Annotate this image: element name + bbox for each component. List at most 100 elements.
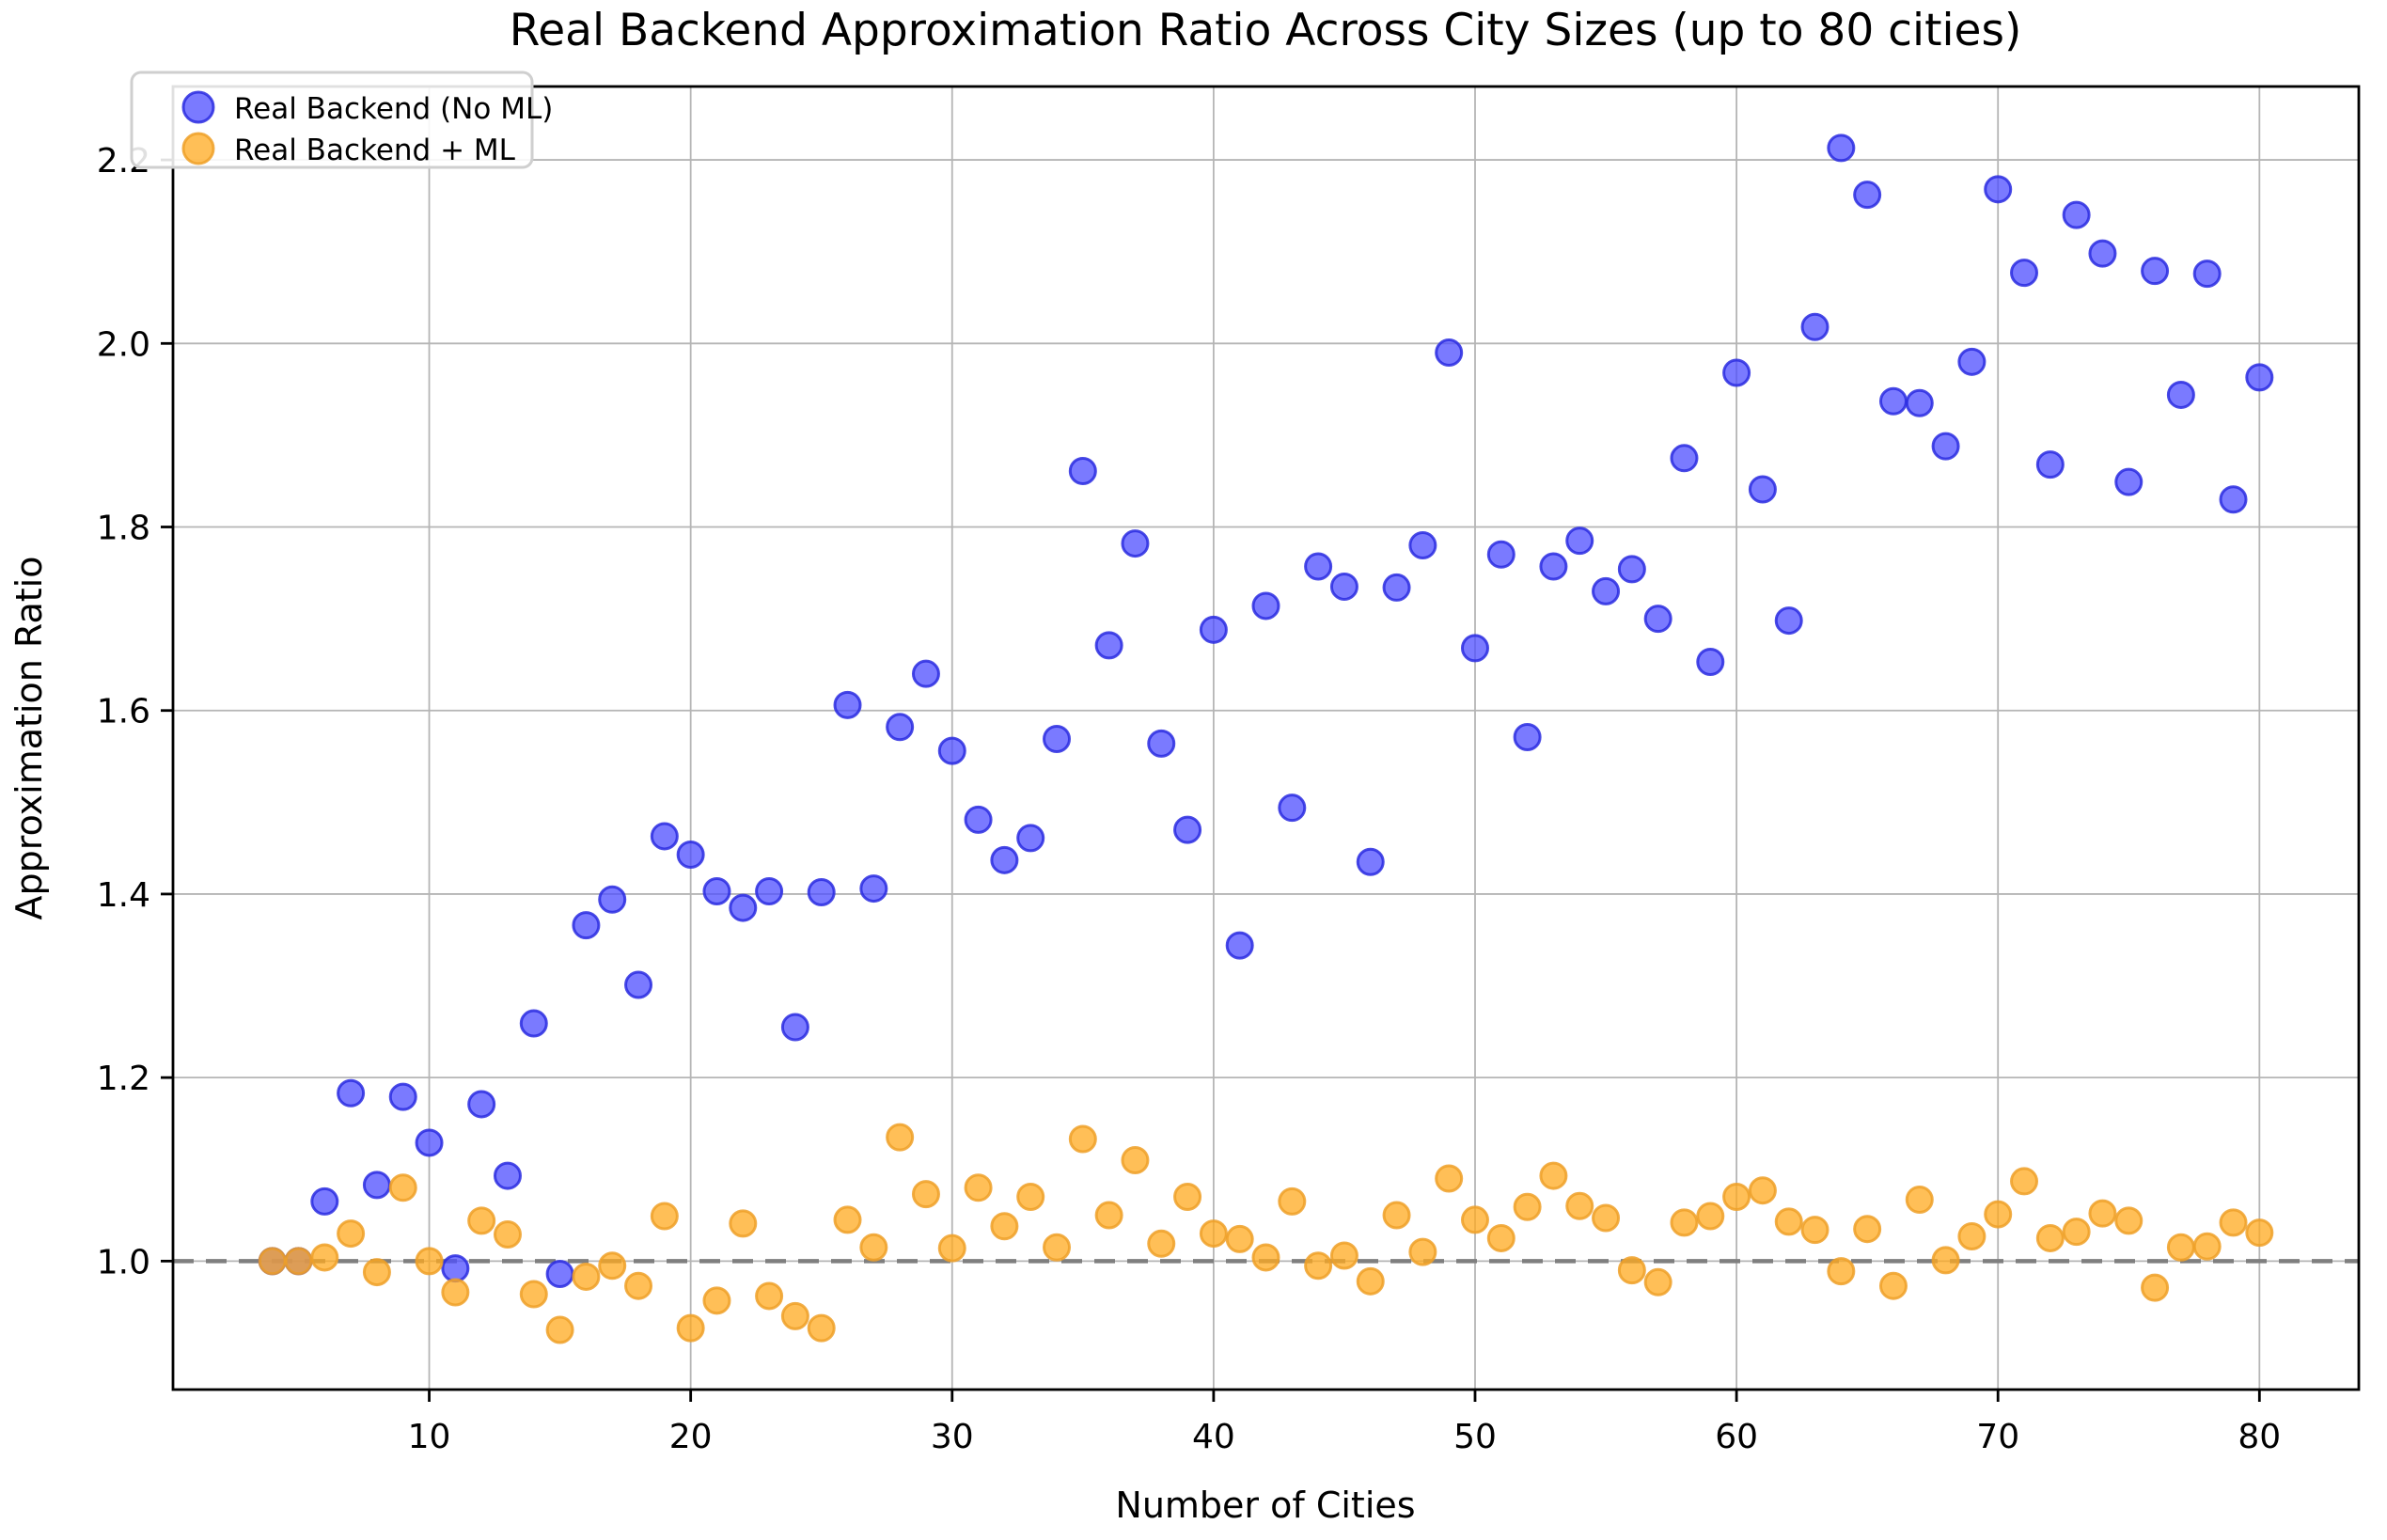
point-noml-8 bbox=[362, 1171, 391, 1200]
point-ml-59 bbox=[1696, 1202, 1725, 1231]
point-noml-45 bbox=[1329, 572, 1358, 601]
point-noml-29 bbox=[911, 659, 940, 688]
point-ml-34 bbox=[1043, 1233, 1072, 1262]
point-noml-80 bbox=[2245, 363, 2274, 392]
point-ml-16 bbox=[572, 1262, 601, 1291]
point-noml-15 bbox=[545, 1260, 574, 1289]
point-ml-51 bbox=[1486, 1223, 1515, 1252]
point-ml-54 bbox=[1565, 1191, 1594, 1220]
point-noml-18 bbox=[624, 970, 653, 999]
point-noml-10 bbox=[415, 1128, 444, 1157]
point-noml-68 bbox=[1931, 432, 1960, 461]
point-noml-40 bbox=[1199, 615, 1228, 644]
point-noml-77 bbox=[2166, 380, 2195, 409]
y-tick-label-2.0: 2.0 bbox=[97, 325, 150, 364]
point-noml-6 bbox=[310, 1186, 339, 1216]
point-noml-64 bbox=[1827, 134, 1856, 163]
point-ml-24 bbox=[780, 1301, 809, 1330]
y-tick-label-1.2: 1.2 bbox=[97, 1060, 150, 1098]
point-noml-61 bbox=[1748, 475, 1777, 504]
point-noml-35 bbox=[1068, 456, 1097, 485]
point-ml-48 bbox=[1408, 1237, 1437, 1266]
y-tick-label-1.4: 1.4 bbox=[97, 876, 150, 915]
point-ml-14 bbox=[519, 1280, 548, 1309]
legend-swatch-ml-icon bbox=[181, 132, 215, 165]
point-noml-48 bbox=[1408, 531, 1437, 560]
point-noml-26 bbox=[833, 690, 862, 719]
point-noml-34 bbox=[1043, 724, 1072, 753]
point-ml-61 bbox=[1748, 1176, 1777, 1205]
point-ml-45 bbox=[1329, 1241, 1358, 1270]
point-noml-9 bbox=[388, 1082, 417, 1111]
point-noml-44 bbox=[1304, 552, 1333, 581]
point-ml-31 bbox=[964, 1173, 993, 1202]
point-noml-23 bbox=[755, 877, 784, 906]
point-ml-37 bbox=[1121, 1145, 1150, 1174]
point-noml-67 bbox=[1905, 388, 1934, 417]
point-ml-22 bbox=[729, 1209, 758, 1238]
point-noml-27 bbox=[859, 874, 888, 904]
point-noml-22 bbox=[729, 893, 758, 922]
point-noml-20 bbox=[676, 840, 705, 869]
point-ml-26 bbox=[833, 1205, 862, 1234]
point-noml-46 bbox=[1356, 847, 1385, 876]
point-noml-21 bbox=[702, 877, 731, 906]
chart-title: Real Backend Approximation Ratio Across … bbox=[510, 5, 2022, 56]
point-noml-57 bbox=[1643, 605, 1672, 634]
point-noml-13 bbox=[493, 1161, 522, 1190]
point-noml-78 bbox=[2192, 259, 2222, 289]
point-noml-47 bbox=[1382, 573, 1411, 602]
point-noml-25 bbox=[807, 877, 836, 906]
point-ml-80 bbox=[2245, 1218, 2274, 1248]
point-noml-54 bbox=[1565, 526, 1594, 556]
point-noml-36 bbox=[1094, 631, 1123, 660]
point-ml-29 bbox=[911, 1180, 940, 1209]
point-noml-60 bbox=[1722, 358, 1751, 387]
legend-swatch-noml-icon bbox=[181, 90, 215, 124]
point-noml-38 bbox=[1147, 729, 1176, 758]
point-noml-55 bbox=[1592, 576, 1621, 605]
point-ml-56 bbox=[1617, 1256, 1646, 1285]
y-tick-label-1.0: 1.0 bbox=[97, 1243, 150, 1281]
x-tick-label-60: 60 bbox=[1715, 1418, 1758, 1456]
point-ml-25 bbox=[807, 1313, 836, 1343]
point-ml-53 bbox=[1539, 1161, 1568, 1190]
point-ml-36 bbox=[1094, 1201, 1123, 1230]
point-noml-42 bbox=[1251, 591, 1280, 621]
point-ml-7 bbox=[337, 1219, 366, 1249]
point-noml-14 bbox=[519, 1009, 548, 1038]
point-noml-28 bbox=[886, 713, 915, 742]
point-ml-5 bbox=[284, 1247, 313, 1276]
point-ml-38 bbox=[1147, 1229, 1176, 1258]
point-ml-23 bbox=[755, 1281, 784, 1311]
x-tick-label-30: 30 bbox=[931, 1418, 974, 1456]
point-ml-13 bbox=[493, 1220, 522, 1249]
point-noml-73 bbox=[2062, 200, 2091, 229]
point-ml-33 bbox=[1016, 1183, 1045, 1212]
point-ml-64 bbox=[1827, 1257, 1856, 1286]
legend-label-ml: Real Backend + ML bbox=[234, 134, 516, 167]
point-noml-70 bbox=[1984, 175, 2013, 204]
point-noml-76 bbox=[2141, 257, 2170, 286]
x-axis-label: Number of Cities bbox=[1115, 1485, 1415, 1526]
point-ml-65 bbox=[1853, 1215, 1882, 1244]
point-ml-32 bbox=[990, 1212, 1019, 1241]
point-ml-47 bbox=[1382, 1201, 1411, 1230]
point-noml-17 bbox=[598, 885, 627, 914]
point-ml-4 bbox=[258, 1247, 287, 1276]
y-tick-label-1.8: 1.8 bbox=[97, 510, 150, 548]
point-ml-49 bbox=[1435, 1164, 1464, 1193]
point-ml-57 bbox=[1643, 1267, 1672, 1296]
y-axis-label: Approximation Ratio bbox=[8, 557, 50, 920]
point-noml-19 bbox=[650, 822, 679, 851]
point-noml-12 bbox=[467, 1090, 496, 1119]
point-noml-79 bbox=[2219, 485, 2248, 514]
point-ml-28 bbox=[886, 1123, 915, 1152]
point-ml-68 bbox=[1931, 1246, 1960, 1275]
point-noml-32 bbox=[990, 845, 1019, 874]
x-tick-label-70: 70 bbox=[1976, 1418, 2019, 1456]
point-noml-16 bbox=[572, 911, 601, 940]
point-ml-77 bbox=[2166, 1233, 2195, 1262]
point-noml-53 bbox=[1539, 552, 1568, 581]
